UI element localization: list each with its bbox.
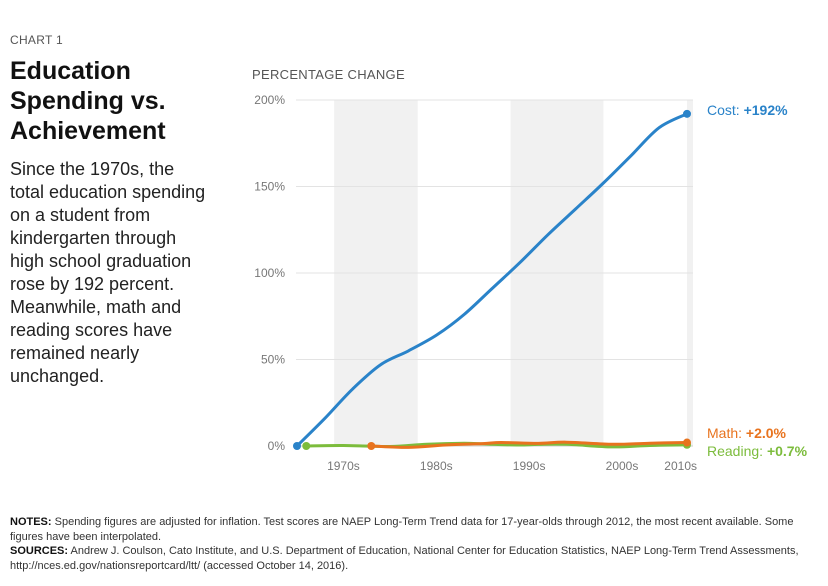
reading-end-label: Reading: +0.7% [707, 443, 808, 459]
chart-notes: NOTES: Spending figures are adjusted for… [10, 515, 810, 573]
reading-start-point [302, 442, 311, 450]
cost-label-name: Cost: [707, 102, 744, 118]
chart-description: Since the 1970s, the total education spe… [10, 159, 206, 386]
reading-label-name: Reading: [707, 443, 767, 459]
math-end-point [683, 438, 691, 447]
y-tick-labels: 0% 50% 100% 150% 200% [254, 93, 285, 453]
y-tick-label: 50% [261, 353, 285, 367]
reading-label-value: +0.7% [767, 443, 808, 459]
math-label-name: Math: [707, 425, 746, 441]
y-tick-label: 150% [254, 180, 285, 194]
math-series-line [369, 440, 689, 449]
cost-end-label: Cost: +192% [707, 102, 788, 118]
x-tick-label: 2000s [606, 459, 639, 473]
notes-line: NOTES: Spending figures are adjusted for… [10, 515, 810, 544]
x-tick-label: 1980s [420, 459, 453, 473]
x-tick-labels: 1970s 1980s 1990s 2000s 2010s [327, 459, 697, 473]
y-axis-title: PERCENTAGE CHANGE [252, 67, 405, 82]
cost-end-point [683, 109, 691, 118]
chart-eyebrow: CHART 1 [10, 33, 64, 47]
math-label-value: +2.0% [746, 425, 787, 441]
cost-series-line [295, 112, 689, 448]
sources-line: SOURCES: Andrew J. Coulson, Cato Institu… [10, 544, 810, 573]
x-tick-label: 1970s [327, 459, 360, 473]
x-tick-label: 2010s [664, 459, 697, 473]
cost-start-point [293, 442, 301, 450]
end-labels: Cost: +192% Math: +2.0% Reading: +0.7% [707, 102, 808, 459]
x-tick-label: 1990s [513, 459, 546, 473]
notes-label: NOTES: [10, 516, 52, 528]
math-start-point [367, 442, 376, 450]
math-end-label: Math: +2.0% [707, 425, 787, 441]
cost-label-value: +192% [744, 102, 789, 118]
y-tick-label: 0% [268, 439, 286, 453]
line-chart: PERCENTAGE CHANGE 0% 50% 100% 150% 200% 1970… [252, 67, 808, 473]
series-lines [293, 109, 691, 450]
sources-text: Andrew J. Coulson, Cato Institute, and U… [10, 545, 799, 572]
chart-title: Education Spending vs. Achievement [10, 57, 166, 145]
y-tick-label: 200% [254, 93, 285, 107]
sources-label: SOURCES: [10, 545, 69, 557]
notes-text: Spending figures are adjusted for inflat… [10, 516, 794, 543]
y-tick-label: 100% [254, 266, 285, 280]
